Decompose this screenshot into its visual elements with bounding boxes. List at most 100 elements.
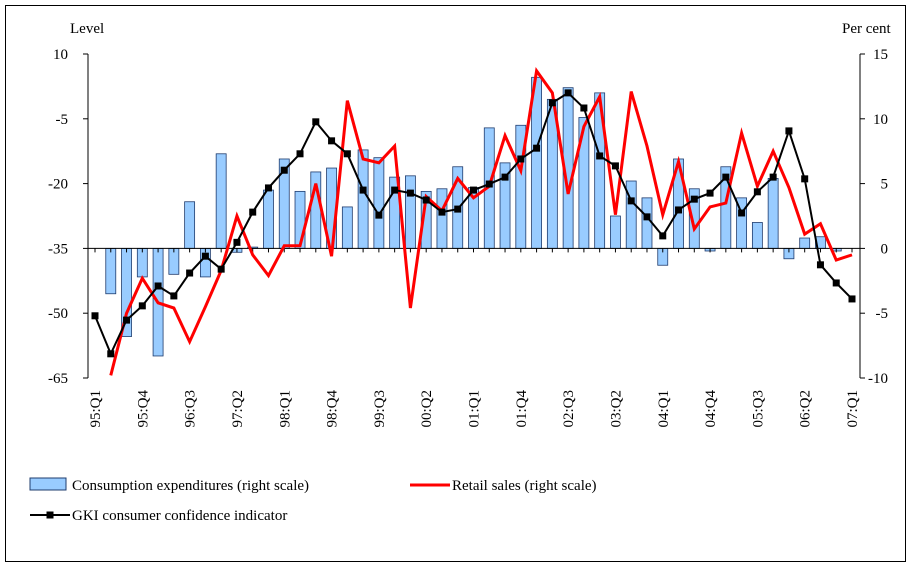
- point: [280, 166, 288, 174]
- y2-tick-label: -10: [868, 371, 888, 387]
- frame: [5, 5, 906, 562]
- bar: [641, 197, 653, 249]
- y-tick-label: -65: [48, 371, 68, 387]
- bar: [341, 206, 353, 249]
- x-tick-label: 04:Q4: [703, 390, 719, 428]
- point: [485, 180, 493, 188]
- point: [722, 173, 730, 181]
- point: [659, 232, 667, 240]
- bar: [105, 247, 117, 295]
- x-tick-label: 06:Q2: [798, 390, 814, 428]
- point: [596, 152, 604, 160]
- x-tick-label: 01:Q1: [467, 390, 483, 428]
- x-tick-label: 05:Q3: [750, 390, 766, 428]
- bar: [215, 153, 227, 249]
- point: [296, 150, 304, 158]
- point: [548, 99, 556, 107]
- y2-tick-label: -5: [876, 306, 889, 322]
- point: [217, 265, 225, 273]
- y-tick-label: -20: [48, 177, 68, 193]
- legend-label: GKI consumer confidence indicator: [72, 508, 287, 524]
- point: [375, 211, 383, 219]
- point: [470, 186, 477, 194]
- bar: [405, 175, 416, 249]
- point: [769, 173, 777, 181]
- point: [154, 282, 162, 290]
- point: [564, 89, 572, 97]
- bar: [357, 149, 369, 249]
- y2-tick-label: 10: [873, 112, 888, 128]
- point: [438, 208, 446, 216]
- x-tick-label: 01:Q4: [514, 390, 530, 428]
- point: [264, 184, 272, 192]
- x-tick-label: 03:Q2: [608, 390, 624, 428]
- y-tick-label: -35: [48, 241, 68, 257]
- point: [517, 155, 525, 163]
- x-tick-label: 95:Q4: [135, 390, 151, 428]
- point: [233, 238, 241, 246]
- point: [391, 186, 399, 194]
- point: [533, 144, 541, 152]
- y2-tick-label: 15: [873, 47, 888, 63]
- legend-label: Retail sales (right scale): [452, 478, 597, 494]
- point: [627, 197, 635, 205]
- point: [454, 205, 462, 213]
- y2-tick-label: 0: [881, 241, 889, 257]
- bar: [799, 237, 811, 249]
- x-tick-label: 97:Q2: [230, 390, 246, 428]
- bar: [263, 189, 274, 249]
- point: [611, 162, 619, 170]
- x-tick-label: 96:Q3: [183, 390, 199, 428]
- legend-label: Consumption expenditures (right scale): [72, 478, 309, 494]
- legend-swatch: [29, 477, 67, 491]
- bar: [751, 222, 763, 249]
- point: [832, 279, 840, 287]
- legend-marker: [46, 511, 54, 519]
- point: [675, 206, 683, 214]
- x-tick-label: 07:Q1: [845, 390, 861, 428]
- point: [690, 195, 698, 203]
- x-tick-label: 00:Q2: [419, 390, 435, 428]
- bar: [136, 247, 148, 278]
- point: [643, 213, 651, 221]
- point: [785, 127, 793, 135]
- bar: [531, 76, 542, 249]
- y2-tick-label: 5: [881, 177, 889, 193]
- bar: [610, 215, 621, 249]
- point: [801, 175, 809, 183]
- x-tick-label: 98:Q1: [277, 390, 293, 428]
- point: [816, 261, 824, 269]
- point: [249, 208, 257, 216]
- bar: [373, 157, 385, 249]
- point: [848, 295, 856, 303]
- point: [753, 188, 761, 196]
- x-tick-label: 04:Q1: [656, 390, 672, 428]
- point: [91, 312, 99, 320]
- bar: [184, 201, 196, 249]
- point: [706, 189, 714, 197]
- point: [422, 196, 430, 204]
- y-tick-label: -50: [48, 306, 68, 322]
- point: [328, 137, 336, 145]
- y-axis-label: Level: [70, 21, 104, 37]
- point: [107, 350, 115, 358]
- point: [186, 269, 194, 277]
- point: [580, 104, 588, 112]
- y2-axis-label: Per cent: [842, 21, 892, 37]
- series-line: [109, 66, 853, 376]
- point: [201, 252, 209, 260]
- point: [343, 150, 351, 158]
- point: [501, 173, 509, 181]
- point: [170, 292, 178, 300]
- x-tick-label: 95:Q1: [88, 390, 104, 428]
- x-tick-label: 98:Q4: [325, 390, 341, 428]
- point: [312, 118, 320, 126]
- x-tick-label: 99:Q3: [372, 390, 388, 428]
- point: [123, 316, 131, 324]
- y-tick-label: -5: [56, 112, 69, 128]
- bar: [436, 188, 448, 249]
- point: [359, 186, 367, 194]
- point: [738, 209, 746, 217]
